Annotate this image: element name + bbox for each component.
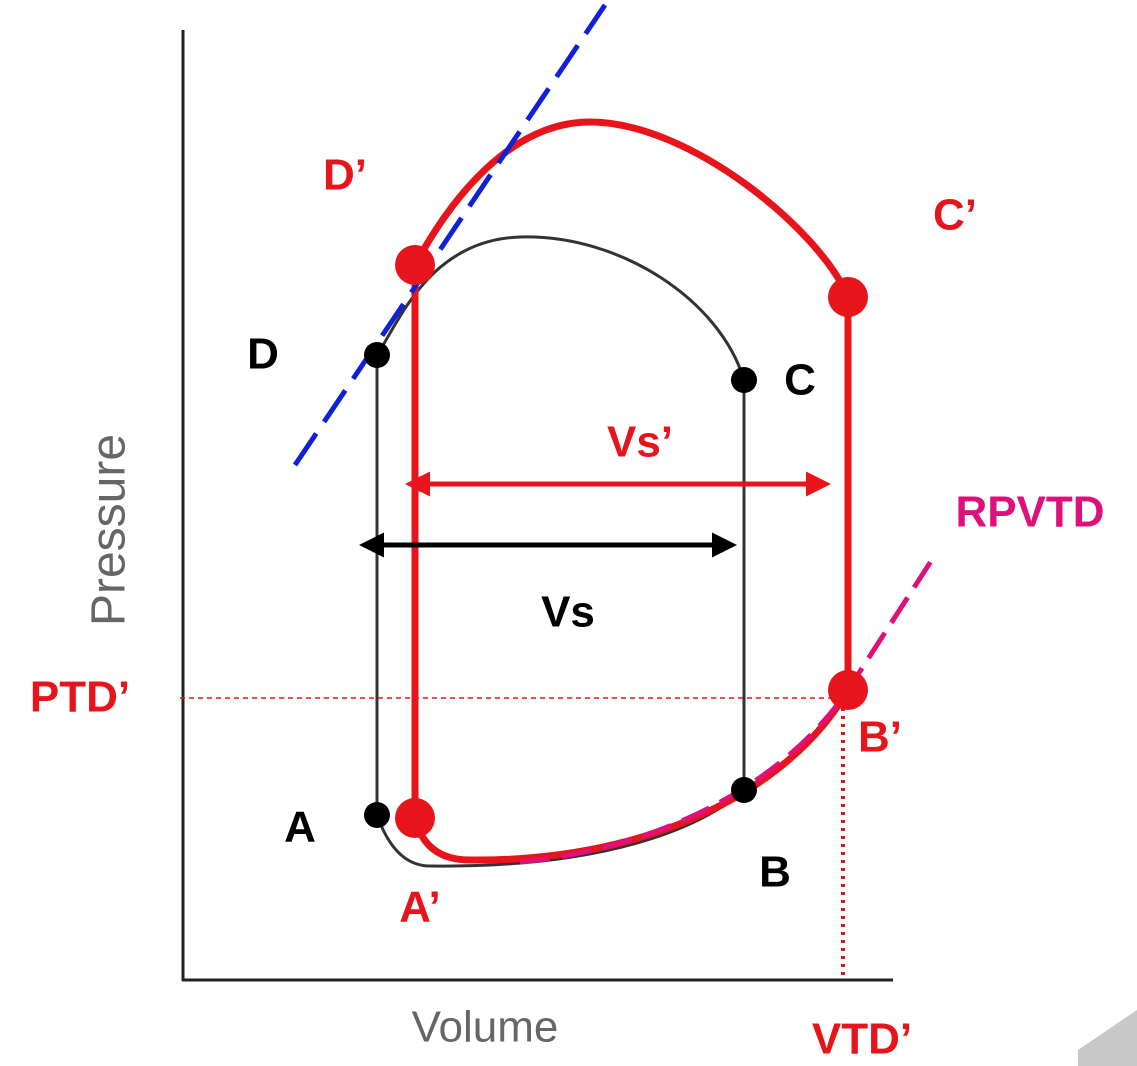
point-d-prime <box>395 245 435 285</box>
x-axis-label: Volume <box>412 1003 559 1052</box>
label-d-prime: D’ <box>323 151 367 200</box>
point-a-prime <box>395 798 435 838</box>
point-a <box>364 802 390 828</box>
point-b <box>731 777 757 803</box>
label-vtd-prime: VTD’ <box>812 1015 912 1064</box>
point-d <box>364 342 390 368</box>
original-loop <box>375 235 746 868</box>
label-c-prime: C’ <box>933 191 977 240</box>
label-a-prime: A’ <box>399 883 441 932</box>
point-c-prime <box>828 277 868 317</box>
slope-line <box>292 3 608 467</box>
point-b-prime <box>828 670 868 710</box>
label-vs: Vs <box>541 588 595 637</box>
label-b: B <box>759 848 791 897</box>
point-c <box>731 367 757 393</box>
rpvtd-curve <box>519 553 938 865</box>
y-axis-label: Pressure <box>83 434 136 626</box>
label-b-prime: B’ <box>858 713 902 762</box>
label-d: D <box>247 330 279 379</box>
label-rpvtd: RPVTD <box>955 488 1104 537</box>
label-a: A <box>284 803 316 852</box>
modified-loop <box>411 118 852 864</box>
label-vs-prime: Vs’ <box>607 418 673 467</box>
label-ptd-prime: PTD’ <box>30 673 130 722</box>
corner-decoration <box>1078 1010 1137 1066</box>
label-c: C <box>784 356 816 405</box>
